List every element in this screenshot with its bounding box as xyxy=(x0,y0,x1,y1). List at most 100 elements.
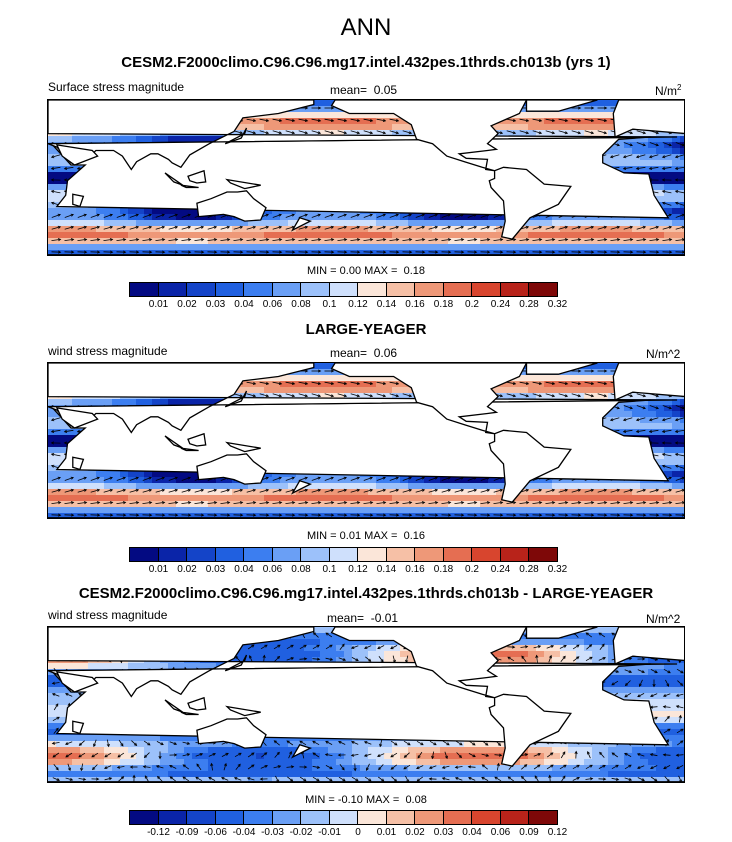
wind-vector-head xyxy=(674,189,679,194)
colorbar-swatch xyxy=(271,810,301,825)
wind-vector xyxy=(584,118,594,122)
wind-vector xyxy=(649,429,659,433)
wind-vector-head xyxy=(50,429,55,433)
wind-vector xyxy=(337,239,347,241)
colorbar-tick-label: 0.18 xyxy=(433,564,454,575)
wind-vector xyxy=(389,118,399,122)
wind-vector-head xyxy=(395,381,400,385)
wind-vector-head xyxy=(149,513,153,517)
wind-vector-head xyxy=(174,238,179,242)
wind-vector-head xyxy=(238,752,242,756)
wind-vector xyxy=(587,751,591,759)
wind-vector-head xyxy=(246,777,251,781)
wind-vector-head xyxy=(441,777,446,781)
colorbar-tick-label: 0.08 xyxy=(291,564,311,575)
panel-1-min-label: MIN = xyxy=(306,265,337,277)
wind-vector xyxy=(454,502,464,504)
wind-vector-head xyxy=(196,763,200,767)
wind-vector xyxy=(624,764,632,770)
wind-vector-head xyxy=(590,501,595,505)
wind-vector-head xyxy=(577,488,582,492)
wind-vector-head xyxy=(629,501,634,505)
wind-vector xyxy=(389,130,399,134)
wind-vector-head xyxy=(564,118,569,122)
wind-vector-head xyxy=(661,429,666,433)
wind-vector-head xyxy=(213,488,218,492)
wind-vector xyxy=(532,381,542,385)
wind-vector-head xyxy=(357,513,361,517)
wind-vector xyxy=(142,489,152,493)
wind-vector xyxy=(377,645,385,649)
wind-vector-head xyxy=(589,644,593,648)
wind-vector xyxy=(285,502,295,504)
colorbar-swatch xyxy=(186,810,216,825)
wind-vector xyxy=(402,214,412,218)
wind-vector xyxy=(454,226,464,230)
panel-1-max-value: 0.18 xyxy=(403,265,426,277)
colorbar-swatch xyxy=(243,810,273,825)
continent xyxy=(164,172,184,186)
wind-vector xyxy=(663,754,671,756)
continent xyxy=(225,178,261,190)
wind-vector xyxy=(298,489,308,493)
continent xyxy=(290,480,313,495)
wind-vector-head xyxy=(304,118,309,122)
wind-vector xyxy=(116,226,126,230)
wind-vector-head xyxy=(122,476,126,480)
wind-vector xyxy=(272,477,282,481)
wind-vector-head xyxy=(591,250,595,254)
wind-vector-head xyxy=(454,765,459,769)
panel-3-colorbar xyxy=(129,810,558,825)
panel-3-max-label: MAX = xyxy=(365,794,400,806)
wind-vector-head xyxy=(120,743,124,747)
wind-vector-head xyxy=(434,238,439,242)
colorbar-swatch xyxy=(414,810,444,825)
wind-vector-head xyxy=(525,225,530,229)
wind-vector xyxy=(519,381,529,385)
wind-vector xyxy=(51,166,61,170)
wind-vector-head xyxy=(136,513,140,517)
wind-vector-head xyxy=(513,513,517,517)
wind-vector xyxy=(287,776,293,782)
wind-vector xyxy=(584,502,594,504)
wind-vector xyxy=(636,142,646,146)
colorbar-swatch xyxy=(129,810,159,825)
wind-vector xyxy=(324,381,334,385)
panel-3-min-value: -0.10 xyxy=(337,794,363,806)
wind-vector-head xyxy=(609,155,614,159)
wind-vector-head xyxy=(390,754,394,758)
wind-vector-head xyxy=(290,765,295,769)
wind-vector-head xyxy=(304,488,309,492)
wind-vector-head xyxy=(617,513,621,517)
wind-vector xyxy=(195,753,203,757)
wind-vector xyxy=(298,214,308,218)
wind-vector xyxy=(142,214,152,218)
wind-vector-head xyxy=(304,213,308,217)
wind-vector xyxy=(337,502,347,504)
panel-2-max-value: 0.16 xyxy=(403,530,426,542)
wind-vector-head xyxy=(661,189,666,194)
wind-vector-head xyxy=(350,646,355,649)
wind-vector-head xyxy=(262,654,266,659)
wind-vector xyxy=(675,214,684,218)
wind-vector xyxy=(181,489,191,493)
wind-vector xyxy=(312,765,320,769)
wind-vector-head xyxy=(434,476,438,480)
wind-vector xyxy=(53,728,59,734)
wind-vector-head xyxy=(265,488,270,492)
wind-vector xyxy=(376,239,386,241)
wind-vector-head xyxy=(147,742,151,746)
wind-vector-head xyxy=(329,778,333,782)
panel-1-title: CESM2.F2000climo.C96.C96.mg17.intel.432p… xyxy=(121,54,611,71)
wind-vector-head xyxy=(169,776,173,780)
wind-vector-head xyxy=(96,225,101,229)
wind-vector xyxy=(560,656,566,662)
wind-vector xyxy=(80,763,84,771)
wind-vector-head xyxy=(330,381,335,385)
wind-vector-head xyxy=(50,189,55,194)
wind-vector-head xyxy=(525,131,530,135)
wind-vector-head xyxy=(474,250,478,254)
wind-vector xyxy=(363,239,373,241)
wind-vector-head xyxy=(668,213,672,217)
wind-vector xyxy=(247,777,255,781)
